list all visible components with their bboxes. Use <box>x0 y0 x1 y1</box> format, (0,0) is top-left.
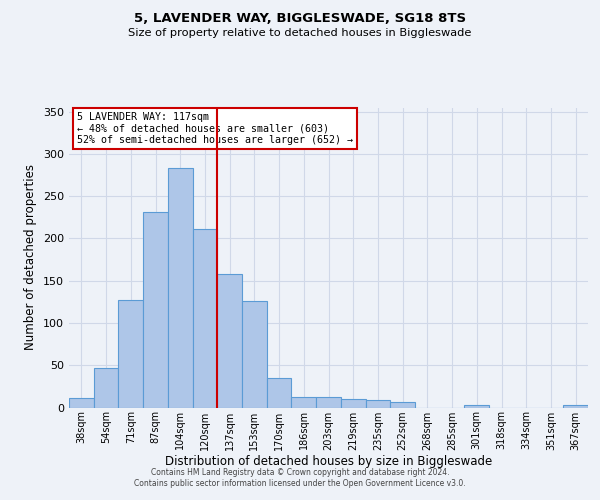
Bar <box>464 405 489 407</box>
Bar <box>118 300 143 408</box>
Text: Contains HM Land Registry data © Crown copyright and database right 2024.
Contai: Contains HM Land Registry data © Crown c… <box>134 468 466 487</box>
Bar <box>143 212 168 408</box>
Y-axis label: Number of detached properties: Number of detached properties <box>25 164 37 350</box>
Bar <box>292 398 316 407</box>
Bar <box>267 378 292 408</box>
Bar <box>69 398 94 407</box>
Text: 5, LAVENDER WAY, BIGGLESWADE, SG18 8TS: 5, LAVENDER WAY, BIGGLESWADE, SG18 8TS <box>134 12 466 26</box>
Bar <box>316 398 341 407</box>
Bar <box>168 168 193 408</box>
Bar <box>365 400 390 407</box>
X-axis label: Distribution of detached houses by size in Biggleswade: Distribution of detached houses by size … <box>165 456 492 468</box>
Bar <box>341 399 365 407</box>
Text: 5 LAVENDER WAY: 117sqm
← 48% of detached houses are smaller (603)
52% of semi-de: 5 LAVENDER WAY: 117sqm ← 48% of detached… <box>77 112 353 145</box>
Bar <box>193 229 217 408</box>
Bar <box>242 301 267 408</box>
Bar <box>390 402 415 407</box>
Bar <box>563 405 588 407</box>
Bar <box>94 368 118 408</box>
Text: Size of property relative to detached houses in Biggleswade: Size of property relative to detached ho… <box>128 28 472 38</box>
Bar <box>217 274 242 407</box>
